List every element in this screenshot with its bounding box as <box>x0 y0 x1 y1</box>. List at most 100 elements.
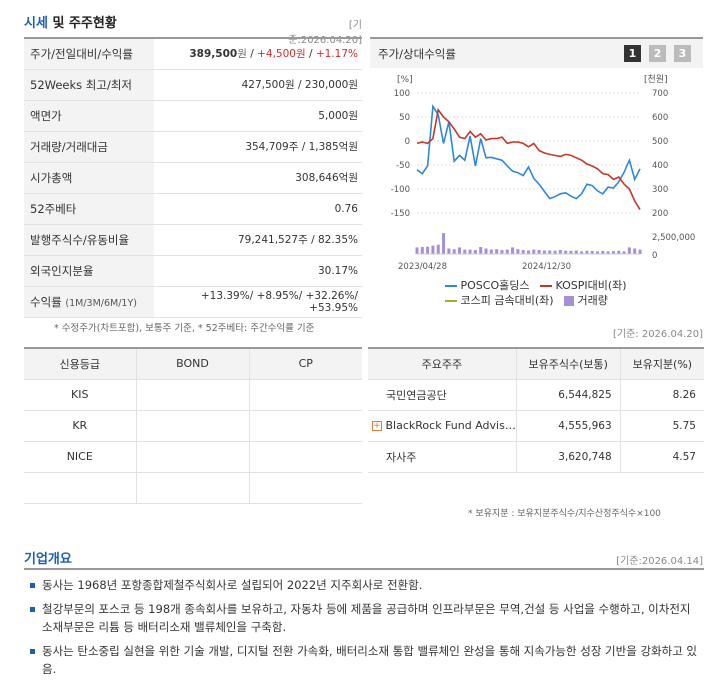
chart-tab-3[interactable]: 3 <box>674 45 691 62</box>
overview-title: 기업개요 <box>24 552 72 567</box>
holder-shares: 6,544,825 <box>515 378 621 410</box>
volume-bar <box>484 248 488 254</box>
overview-divider <box>24 568 704 570</box>
volume-bar <box>633 248 637 254</box>
holder-name: 자사주 <box>368 440 517 472</box>
row-label: 수익률 (1M/3M/6M/1Y) <box>24 286 154 318</box>
volume-bar <box>558 250 562 254</box>
holder-pct: 8.26 <box>619 378 704 410</box>
row-label: 외국인지분율 <box>24 255 154 287</box>
legend-swatch-volume <box>564 296 575 306</box>
return-label-sub: (1M/3M/6M/1Y) <box>65 297 137 309</box>
right-tick-label: 700 <box>652 89 668 99</box>
column-header: 신용등급 <box>24 348 136 379</box>
holder-shares: 4,555,963 <box>515 409 621 441</box>
volume-bar <box>638 249 642 254</box>
bond-cell <box>135 440 249 472</box>
overview-date: [기준:2026.04.14] <box>616 556 703 567</box>
row-value: 30.17% <box>154 255 362 287</box>
chart-header: 주가/상대수익률 1 2 3 <box>370 37 703 68</box>
row-value: 427,500원 / 230,000원 <box>154 69 362 101</box>
left-tick-label: -150 <box>391 209 410 219</box>
row-value: 0.76 <box>154 193 362 225</box>
table-row: + BlackRock Fund Advis… 4,555,963 5.75 <box>368 409 704 441</box>
price-change: +4,500 <box>257 48 296 61</box>
row-value: 79,241,527주 / 82.35% <box>154 224 362 256</box>
market-note: * 수정주가(차트포함), 보통주 기준, * 52주베타: 주간수익률 기준 <box>54 323 315 334</box>
bond-cell <box>135 378 249 410</box>
row-label: 발행주식수/유동비율 <box>24 224 154 256</box>
legend-label-kospi: KOSPI대비(좌) <box>555 279 627 292</box>
shareholders-table: 주요주주 보유주식수(보통) 보유지분(%) 국민연금공단 6,544,825 … <box>368 347 704 473</box>
price-change-unit: 원 <box>295 48 306 61</box>
holder-name: 국민연금공단 <box>368 378 517 410</box>
overview-item: 철강부문의 포스코 등 198개 종속회사를 보유하고, 자동차 등에 제품을 … <box>28 600 700 636</box>
holder-name: + BlackRock Fund Advis… <box>368 409 517 441</box>
volume-bar <box>442 233 446 254</box>
cp-cell <box>248 378 362 410</box>
table-header-row: 주요주주 보유주식수(보통) 보유지분(%) <box>368 348 704 379</box>
legend-label-posco: POSCO홀딩스 <box>460 279 530 292</box>
volume-bar <box>564 250 568 254</box>
row-label: 액면가 <box>24 100 154 132</box>
left-tick-label: 50 <box>399 113 410 123</box>
left-tick-label: -100 <box>391 185 410 195</box>
holder-name-text[interactable]: BlackRock Fund Advis… <box>385 419 516 432</box>
volume-bar <box>611 251 615 254</box>
column-header: 보유지분(%) <box>619 348 704 379</box>
left-tick-label: 100 <box>394 89 410 99</box>
cp-cell <box>248 440 362 472</box>
left-tick-label: -50 <box>396 161 410 171</box>
legend-swatch-metal <box>445 300 457 302</box>
chart-date: [기준: 2026.04.20] <box>612 329 703 340</box>
right-tick-label: 600 <box>652 113 668 123</box>
table-row: KR <box>24 409 362 441</box>
overview-list: 동사는 1968년 포항종합제철주식회사로 설립되어 2022년 지주회사로 전… <box>28 576 700 684</box>
legend-label-volume: 거래량 <box>577 294 608 307</box>
volume-bar <box>590 250 594 254</box>
x-tick-mid: 2024/12/30 <box>522 262 571 272</box>
table-row: 시가총액 308,646억원 <box>24 162 362 194</box>
volume-bar <box>580 251 584 254</box>
volume-bar <box>601 250 605 254</box>
volume-bar <box>420 246 424 254</box>
price-unit: 원 <box>237 48 247 61</box>
table-row: 액면가 5,000원 <box>24 100 362 132</box>
chart-tab-2[interactable]: 2 <box>649 45 666 62</box>
volume-bar <box>468 249 472 254</box>
volume-bar <box>473 250 477 254</box>
expand-icon[interactable]: + <box>372 421 382 431</box>
column-header: 보유주식수(보통) <box>515 348 621 379</box>
volume-bar <box>537 250 541 254</box>
chart-title: 주가/상대수익률 <box>378 47 456 61</box>
volume-bar <box>521 250 525 254</box>
table-row: 거래량/거래대금 354,709주 / 1,385억원 <box>24 131 362 163</box>
volume-bar <box>489 249 493 254</box>
right-tick-label: 300 <box>652 185 668 195</box>
market-table: 주가/전일대비/수익률 389,500원 / +4,500원 / +1.17% … <box>24 37 362 318</box>
holder-pct: 4.57 <box>619 440 704 472</box>
column-header: 주요주주 <box>368 348 517 379</box>
column-header: BOND <box>135 348 249 379</box>
volume-bar <box>447 248 451 254</box>
table-row: NICE <box>24 440 362 472</box>
chart-tab-1[interactable]: 1 <box>624 45 641 62</box>
legend-swatch-kospi <box>539 285 552 287</box>
holders-note: * 보유지분 : 보유지분주식수/지수산정주식수×100 <box>468 509 661 519</box>
volume-bar <box>553 250 557 254</box>
volume-bar <box>548 250 552 254</box>
holder-name-text: 국민연금공단 <box>386 388 447 402</box>
volume-bar <box>627 247 631 254</box>
agency-cell <box>24 471 136 503</box>
market-title-main: 시세 <box>24 16 48 31</box>
row-value: 5,000원 <box>154 100 362 132</box>
table-row: 수익률 (1M/3M/6M/1Y) +13.39%/ +8.95%/ +32.2… <box>24 286 362 318</box>
volume-bar <box>415 247 419 254</box>
table-row: 발행주식수/유동비율 79,241,527주 / 82.35% <box>24 224 362 256</box>
right-tick-label: 500 <box>652 137 668 147</box>
table-row: 외국인지분율 30.17% <box>24 255 362 287</box>
agency-cell: NICE <box>24 440 136 472</box>
table-row: 주가/전일대비/수익률 389,500원 / +4,500원 / +1.17% <box>24 37 362 70</box>
volume-bar <box>426 246 430 254</box>
